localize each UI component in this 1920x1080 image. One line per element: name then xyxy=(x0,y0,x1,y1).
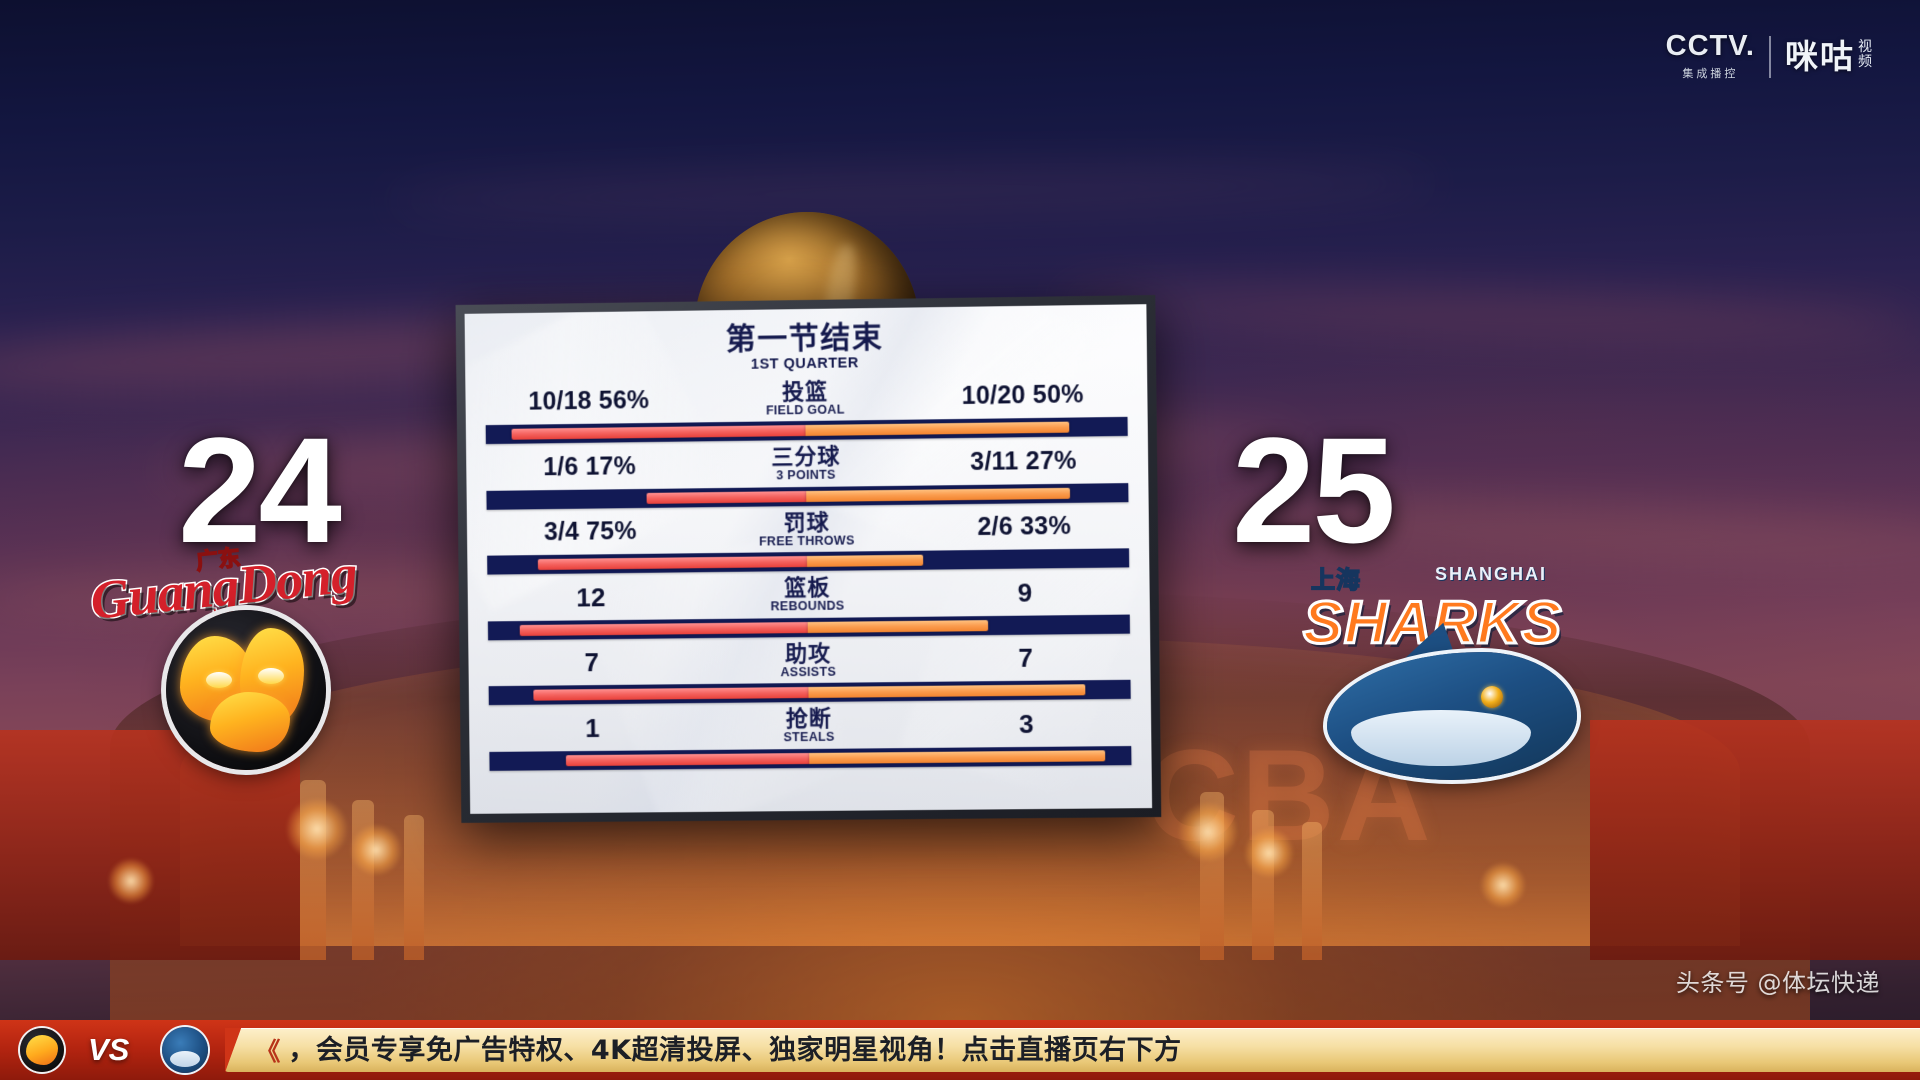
ticker-vs-label: VS xyxy=(88,1032,130,1067)
cloud-band xyxy=(1055,279,1920,347)
away-bar-fill xyxy=(806,554,923,567)
away-bar-fill xyxy=(808,684,1086,698)
stadium-light xyxy=(1244,828,1294,878)
away-team-name-cn: 上海 xyxy=(1310,565,1361,595)
stat-label: 篮板 REBOUNDS xyxy=(690,575,924,614)
stat-label: 罚球 FREE THROWS xyxy=(690,510,924,549)
away-stat-value: 2/6 33% xyxy=(977,512,1072,542)
stat-label-en: REBOUNDS xyxy=(770,598,845,614)
stat-row: 3/4 75% 罚球 FREE THROWS 2/6 33% xyxy=(485,506,1132,575)
flame-icon xyxy=(26,1035,58,1065)
stat-label-cn: 篮板 xyxy=(784,575,831,602)
ticker-home-logo xyxy=(10,1026,74,1074)
promo-ticker-bar[interactable]: VS 《 ，会员专享免广告特权、4K超清投屏、独家明星视角！点击直播页右下方 xyxy=(0,1020,1920,1080)
away-bar-fill xyxy=(807,619,988,633)
shark-belly-icon xyxy=(170,1051,201,1067)
home-stat-value: 1/6 17% xyxy=(543,451,637,481)
home-stat-value: 10/18 56% xyxy=(528,386,650,416)
stadium-red-panel xyxy=(1590,720,1920,960)
stat-row: 1/6 17% 三分球 3 POINTS 3/11 27% xyxy=(484,440,1131,510)
flame-icon xyxy=(210,692,290,752)
channel-watermark: 头条号 @体坛快递 xyxy=(1675,969,1880,997)
stat-label-en: 3 POINTS xyxy=(776,467,836,483)
away-logo-icon xyxy=(162,1027,209,1073)
home-bar-fill xyxy=(519,621,808,636)
stat-label-en: FIELD GOAL xyxy=(765,401,845,418)
stat-label-cn: 三分球 xyxy=(771,444,841,471)
stat-label: 三分球 3 POINTS xyxy=(689,444,923,483)
away-team-city-en: SHANGHAI xyxy=(1435,564,1548,584)
stat-label-cn: 抢断 xyxy=(785,706,832,733)
stat-row: 10/18 56% 投篮 FIELD GOAL 10/20 50% xyxy=(483,374,1130,445)
stadium-light xyxy=(108,858,154,904)
jumbotron: 第一节结束 1ST QUARTER 10/18 56% 投篮 FIELD GOAL 1… xyxy=(455,212,1162,823)
stadium-pylon xyxy=(404,815,424,960)
ticker-banner[interactable]: 《 ，会员专享免广告特权、4K超清投屏、独家明星视角！点击直播页右下方 xyxy=(225,1028,1920,1072)
ticker-message: ，会员专享免广告特权、4K超清投屏、独家明星视角！点击直播页右下方 xyxy=(288,1034,1182,1066)
home-stat-value: 12 xyxy=(576,581,606,613)
away-bar-fill xyxy=(805,421,1070,437)
away-team-logo: 上海 SHANGHAI SHARKS xyxy=(1285,560,1615,790)
stat-label: 助攻 ASSISTS xyxy=(691,641,925,679)
migu-logo-subtitle: 视 频 xyxy=(1858,39,1872,70)
stats-panel: 第一节结束 1ST QUARTER 10/18 56% 投篮 FIELD GOAL 1… xyxy=(464,304,1153,814)
shark-eye-icon xyxy=(1481,686,1503,708)
stadium-light xyxy=(1178,802,1238,862)
cctv-logo: CCTV. 集成播控 xyxy=(1666,32,1755,81)
home-team-score: 24 xyxy=(178,406,342,574)
away-bar-fill xyxy=(809,749,1106,764)
broadcast-logos: CCTV. 集成播控 咪咕 视 频 xyxy=(1666,32,1872,81)
stadium-light xyxy=(286,798,348,860)
stats-panel-header: 第一节结束 1ST QUARTER xyxy=(483,318,1129,375)
stat-label-cn: 投篮 xyxy=(781,379,829,405)
home-team-logo: 广东 GuangDong xyxy=(78,542,428,788)
migu-logo: 咪咕 视 频 xyxy=(1785,40,1872,73)
stat-label-en: STEALS xyxy=(783,729,835,745)
home-bar-fill xyxy=(646,490,807,504)
stat-label: 抢断 STEALS xyxy=(692,706,926,745)
stat-row: 7 助攻 ASSISTS 7 xyxy=(486,637,1133,706)
home-bar-fill xyxy=(565,752,810,766)
stat-label-en: FREE THROWS xyxy=(758,532,855,549)
dragon-eye-icon xyxy=(258,668,284,684)
away-stat-value: 10/20 50% xyxy=(961,380,1084,411)
stat-label: 投篮 FIELD GOAL xyxy=(688,379,922,418)
shark-belly-icon xyxy=(1351,710,1531,766)
stat-label-cn: 罚球 xyxy=(783,510,830,536)
dragon-eye-icon xyxy=(206,672,232,688)
stadium-light xyxy=(350,824,402,876)
migu-logo-text: 咪咕 xyxy=(1785,37,1855,76)
stat-row: 1 抢断 STEALS 3 xyxy=(487,703,1134,771)
stat-label-cn: 助攻 xyxy=(784,641,832,667)
stats-rows-container: 10/18 56% 投篮 FIELD GOAL 10/20 50% 1/6 17% 三分球… xyxy=(483,374,1134,771)
ticker-away-logo xyxy=(153,1026,217,1074)
home-logo-icon xyxy=(20,1028,64,1072)
home-bar-fill xyxy=(533,686,809,701)
away-bar-fill xyxy=(806,487,1071,502)
stadium-pylon xyxy=(1302,822,1322,960)
home-stat-value: 1 xyxy=(584,712,600,743)
home-bar-fill xyxy=(538,556,808,571)
stat-row: 12 篮板 REBOUNDS 9 xyxy=(485,571,1132,640)
home-stat-value: 7 xyxy=(584,647,600,678)
jumbotron-frame: 第一节结束 1ST QUARTER 10/18 56% 投篮 FIELD GOAL 1… xyxy=(455,295,1162,823)
cloud-band xyxy=(383,163,1441,220)
stat-label-en: ASSISTS xyxy=(780,664,837,679)
logo-divider xyxy=(1769,35,1771,78)
home-bar-fill xyxy=(511,425,806,440)
away-stat-value: 7 xyxy=(1018,642,1034,674)
cctv-logo-subtitle: 集成播控 xyxy=(1682,67,1739,80)
home-logo-ball xyxy=(166,610,326,770)
cctv-logo-text: CCTV. xyxy=(1665,30,1755,62)
away-team-name-en: SHARKS xyxy=(1301,588,1563,658)
away-stat-value: 9 xyxy=(1017,577,1033,608)
away-team-score: 25 xyxy=(1232,406,1396,574)
away-stat-value: 3/11 27% xyxy=(970,446,1077,476)
away-stat-value: 3 xyxy=(1018,708,1034,739)
chevron-left-icon: 《 xyxy=(255,1037,281,1066)
stadium-light xyxy=(1480,862,1526,908)
home-stat-value: 3/4 75% xyxy=(543,517,637,547)
